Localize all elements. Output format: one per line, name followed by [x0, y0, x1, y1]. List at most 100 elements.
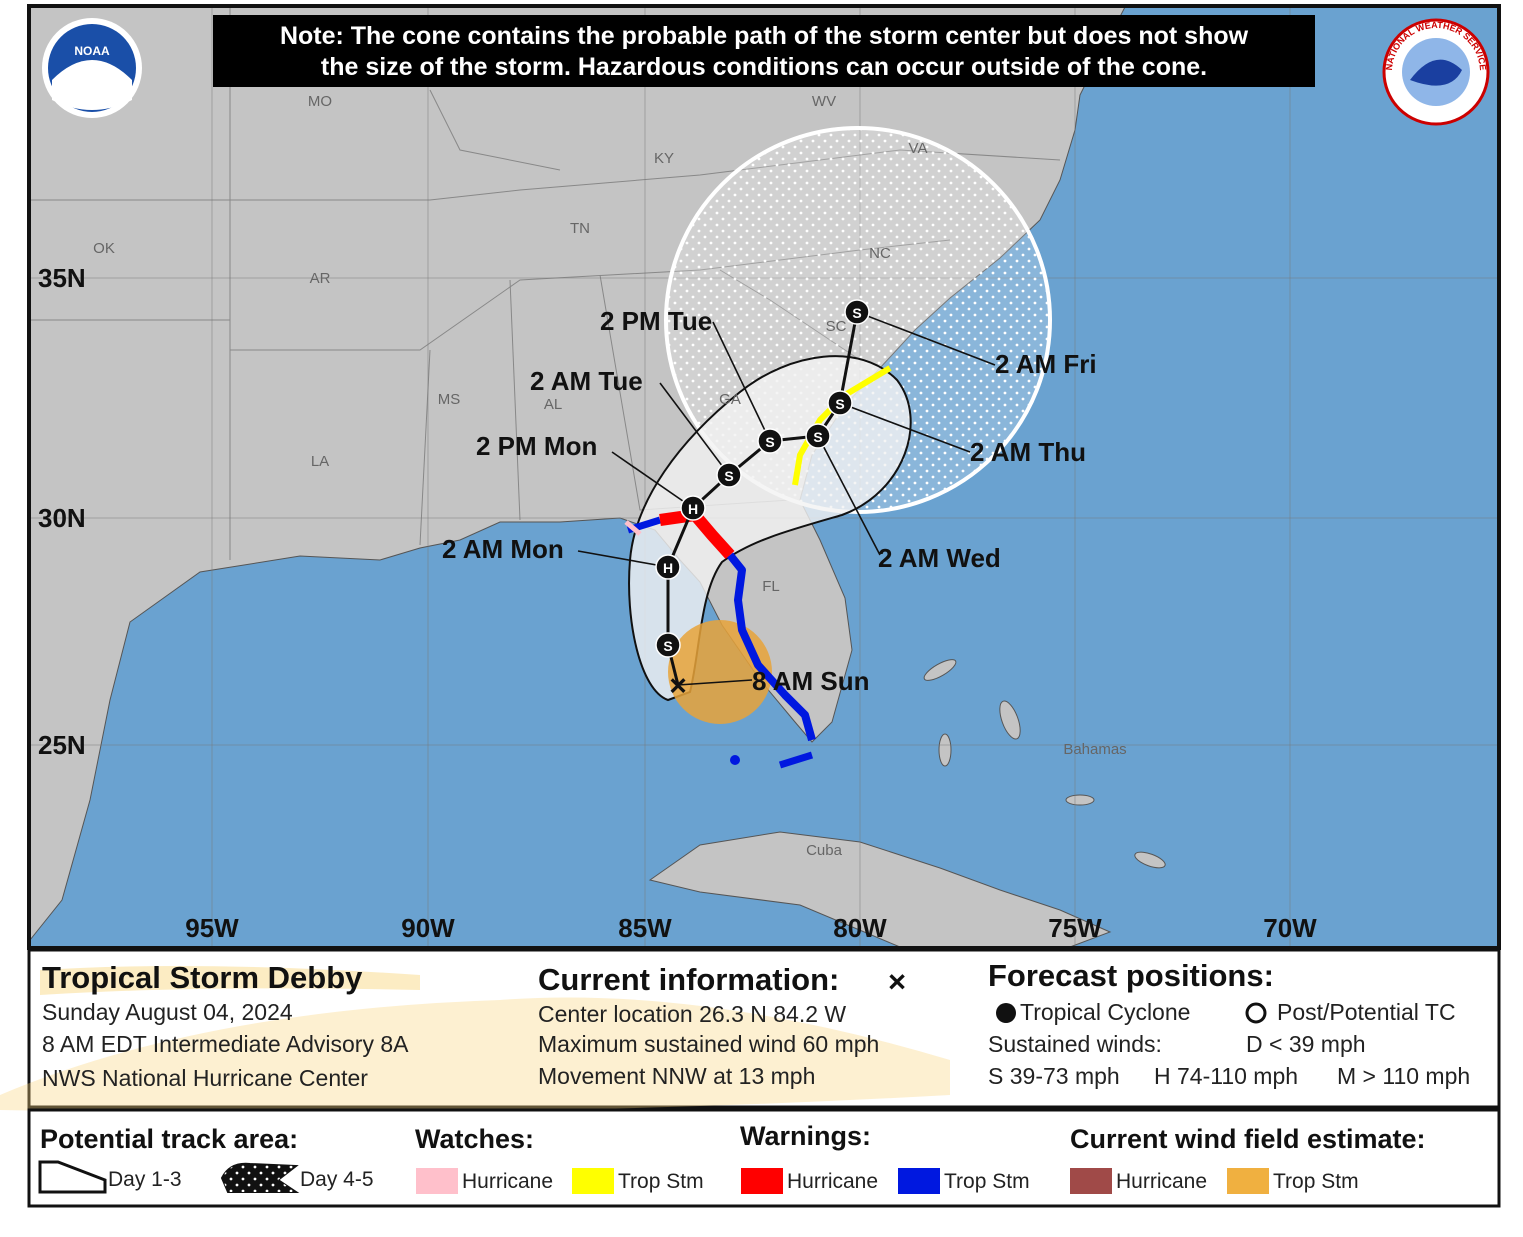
legend-post-dot: [1245, 1002, 1267, 1024]
warning-trop-stm-keys: [778, 751, 814, 769]
leader-line: [839, 402, 971, 453]
legend-item: Hurricane: [1116, 1170, 1207, 1193]
legend-item: Trop Stm: [618, 1170, 704, 1193]
forecast-position: [716, 462, 742, 488]
map: S 2 AM Mon H 2 PM Mon H 2 AM Tue S 2 PM Tue S 2 A…: [30, 7, 1498, 947]
region-label: MS: [438, 391, 461, 408]
current-position: ×: [669, 670, 687, 703]
note-line: the size of the storm. Hazardous conditi…: [321, 53, 1207, 81]
forecast-position: [655, 632, 681, 658]
region-label: SC: [826, 318, 847, 335]
region-label: NC: [869, 245, 891, 262]
region-label: AL: [544, 396, 562, 413]
longitude-label: 70W: [1263, 913, 1317, 943]
longitude-label: 75W: [1048, 913, 1102, 943]
forecast-position: [757, 428, 783, 454]
forecast-time-label: 2 PM Mon: [476, 431, 597, 461]
longitude-label: 90W: [401, 913, 455, 943]
swatch-wind-trop: [1227, 1168, 1269, 1194]
legend-title: Current wind field estimate:: [1070, 1124, 1426, 1154]
forecast-d: D < 39 mph: [1246, 1031, 1366, 1057]
forecast-winds: Sustained winds:: [988, 1031, 1162, 1057]
swatch-watch-trop: [572, 1168, 614, 1194]
coordinate-labels: 95W 90W 85W 80W 75W 70W 35N 30N 25N: [38, 263, 1317, 943]
storm-center: NWS National Hurricane Center: [42, 1065, 368, 1091]
intensity-symbol: S: [765, 434, 774, 450]
legend-title: Warnings:: [740, 1121, 871, 1151]
swatch-warning-trop: [898, 1168, 940, 1194]
latitude-label: 35N: [38, 263, 86, 293]
region-label: KY: [654, 150, 674, 167]
watch-trop-stm: [792, 365, 892, 486]
forecast-tropical: Tropical Cyclone: [1020, 999, 1190, 1025]
legend-day13-icon: [38, 1160, 107, 1194]
legend-day45-dots: [222, 1163, 296, 1192]
intensity-symbol: H: [688, 501, 698, 517]
forecast-s: S 39-73 mph: [988, 1063, 1120, 1089]
intensity-symbol: S: [835, 396, 844, 412]
region-label: VA: [909, 140, 928, 157]
land-cuba: [648, 831, 1112, 947]
forecast-time-label: 2 AM Mon: [442, 534, 564, 564]
leader-line: [856, 311, 996, 366]
latitude-label: 25N: [38, 730, 86, 760]
leader-line: [611, 451, 694, 509]
region-label: FL: [762, 578, 780, 595]
intensity-symbol: S: [813, 429, 822, 445]
current-line: Maximum sustained wind 60 mph: [538, 1031, 879, 1057]
forecast-position: [680, 495, 706, 521]
region-labels: MO WV KY VA OK TN NC AR SC GA MS AL LA FL Bahamas Cuba: [93, 93, 1127, 859]
latitude-label: 30N: [38, 503, 86, 533]
forecast-time-label: 2 AM Fri: [995, 349, 1097, 379]
swatch-wind-hurricane: [1070, 1168, 1112, 1194]
region-label: TN: [570, 220, 590, 237]
leader-line: [677, 679, 753, 686]
current-title: Current information:: [538, 962, 839, 997]
forecast-post: Post/Potential TC: [1277, 999, 1456, 1025]
forecast-position: [655, 554, 681, 580]
forecast-time-label: 8 AM Sun: [752, 666, 869, 696]
legend-title: Potential track area:: [40, 1124, 298, 1154]
nws-logo: NATIONAL WEATHER SERVICE: [1382, 18, 1490, 126]
forecast-position: [844, 299, 870, 325]
legend-tc-dot: [996, 1003, 1016, 1023]
forecast-track: S 2 AM Mon H 2 PM Mon H 2 AM Tue S 2 PM Tue S 2 A…: [442, 299, 1097, 703]
forecast-m: M > 110 mph: [1337, 1063, 1470, 1089]
logo-text: NOAA: [74, 44, 110, 58]
legend-item: Trop Stm: [1273, 1170, 1359, 1193]
region-label: WV: [812, 93, 836, 110]
note-banner: [213, 15, 1315, 87]
longitude-label: 85W: [618, 913, 672, 943]
region-label: LA: [311, 453, 329, 470]
warning-trop-stm-island: [730, 755, 740, 765]
storm-advisory: 8 AM EDT Intermediate Advisory 8A: [42, 1031, 409, 1057]
legend-item: Hurricane: [462, 1170, 553, 1193]
region-label: Bahamas: [1063, 741, 1126, 758]
region-label: OK: [93, 240, 115, 257]
longitude-label: 80W: [833, 913, 887, 943]
intensity-symbol: S: [663, 638, 672, 654]
forecast-time-label: 2 AM Thu: [970, 437, 1086, 467]
leader-line: [712, 321, 771, 442]
watch-hurricane: [624, 520, 642, 536]
storm-date: Sunday August 04, 2024: [42, 999, 293, 1025]
map-frame: [27, 4, 1501, 950]
region-label: AR: [310, 270, 331, 287]
forecast-title: Forecast positions:: [988, 958, 1274, 993]
intensity-symbol: S: [852, 305, 861, 321]
info-panel: [27, 948, 1501, 1109]
legend-item: Hurricane: [787, 1170, 878, 1193]
forecast-h: H 74-110 mph: [1154, 1063, 1298, 1089]
legend-item: Day 4-5: [300, 1168, 374, 1191]
storm-name: Tropical Storm Debby: [42, 960, 363, 995]
region-label: MO: [308, 93, 332, 110]
noaa-logo: NOAA: [42, 18, 142, 118]
forecast-position: [805, 423, 831, 449]
legend-item: Day 1-3: [108, 1168, 182, 1191]
swatch-warning-hurricane: [741, 1168, 783, 1194]
forecast-time-label: 2 AM Tue: [530, 366, 643, 396]
forecast-position: [827, 390, 853, 416]
region-label: GA: [719, 391, 741, 408]
legend-title: Watches:: [415, 1124, 534, 1154]
